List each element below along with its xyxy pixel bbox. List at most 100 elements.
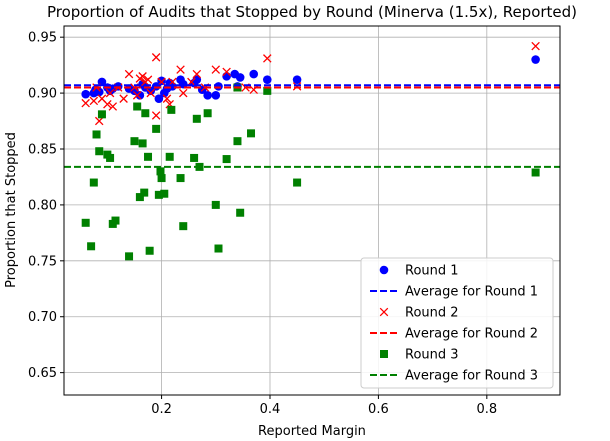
round-2-point bbox=[94, 116, 104, 126]
round-3-point bbox=[87, 242, 96, 251]
legend-label: Round 3 bbox=[405, 348, 459, 363]
round-3-point bbox=[214, 244, 223, 253]
x-tick-label: 0.4 bbox=[260, 402, 281, 417]
round-3-point bbox=[138, 139, 147, 148]
round-3-point bbox=[152, 124, 161, 133]
round-3-point bbox=[144, 152, 153, 161]
round-2-point bbox=[132, 91, 142, 100]
round-2-point bbox=[211, 65, 221, 74]
legend-label: Round 1 bbox=[405, 264, 459, 279]
round-3-point bbox=[192, 114, 201, 123]
round-2-point bbox=[124, 69, 134, 79]
round-2-point bbox=[108, 102, 118, 111]
round-2-point bbox=[105, 88, 115, 98]
round-1-point bbox=[151, 82, 161, 91]
round-1-point bbox=[168, 82, 177, 91]
round-3-point bbox=[133, 102, 142, 111]
round-1-point bbox=[94, 87, 104, 97]
round-3-point bbox=[111, 216, 120, 225]
legend-swatch bbox=[380, 350, 388, 358]
round-3-point bbox=[167, 105, 176, 114]
axis-ticks: 0.2 0.4 0.6 0.8 0.65 0.70 0.75 0.80 0.85 0.90 0.95 bbox=[28, 31, 497, 417]
round-1-point bbox=[531, 55, 540, 64]
legend-label: Average for Round 1 bbox=[405, 285, 538, 300]
legend-label: Average for Round 3 bbox=[405, 369, 538, 384]
round-3-point bbox=[236, 208, 245, 217]
round-3-point bbox=[179, 222, 188, 231]
round-3-point bbox=[89, 178, 98, 187]
round-1-point bbox=[292, 75, 302, 84]
legend-item-average-for-round-1: Average for Round 1 bbox=[370, 285, 538, 300]
round-3-point bbox=[92, 130, 101, 139]
round-2-point bbox=[103, 100, 112, 109]
round-2-point bbox=[176, 65, 185, 74]
round-1-point bbox=[192, 75, 202, 84]
round-3-point bbox=[106, 153, 115, 162]
round-1-series bbox=[81, 55, 540, 103]
round-3-point bbox=[233, 137, 242, 146]
round-1-point bbox=[81, 89, 90, 99]
round-3-point bbox=[531, 168, 540, 177]
round-1-point bbox=[235, 73, 245, 82]
round-2-point bbox=[119, 94, 128, 103]
round-3-point bbox=[165, 152, 174, 161]
round-2-point bbox=[263, 54, 272, 63]
x-tick-label: 0.6 bbox=[368, 402, 389, 417]
round-1-point bbox=[157, 76, 166, 86]
y-tick-label: 0.95 bbox=[28, 31, 57, 46]
y-tick-label: 0.65 bbox=[28, 366, 57, 381]
round-3-point bbox=[203, 109, 212, 118]
round-1-point bbox=[178, 79, 188, 89]
round-2-point bbox=[89, 96, 99, 106]
round-2-point bbox=[143, 75, 153, 84]
round-3-point bbox=[97, 110, 106, 119]
round-3-point bbox=[130, 137, 139, 146]
round-1-point bbox=[214, 82, 223, 91]
round-2-point bbox=[146, 88, 155, 98]
round-2-point bbox=[222, 67, 231, 77]
round-3-point bbox=[140, 188, 149, 197]
round-2-series bbox=[81, 41, 540, 126]
round-3-point bbox=[125, 252, 134, 261]
x-tick-label: 0.8 bbox=[476, 402, 497, 417]
round-2-point bbox=[151, 111, 161, 120]
round-3-point bbox=[222, 155, 231, 164]
legend-item-average-for-round-2: Average for Round 2 bbox=[370, 327, 538, 342]
round-1-point bbox=[222, 72, 231, 81]
legend-item-average-for-round-3: Average for Round 3 bbox=[370, 369, 538, 384]
legend-item-round-1: Round 1 bbox=[379, 264, 459, 279]
round-2-point bbox=[81, 98, 90, 108]
round-3-point bbox=[156, 167, 165, 176]
y-tick-label: 0.70 bbox=[28, 310, 57, 325]
legend-swatch bbox=[379, 307, 389, 317]
legend-swatch bbox=[379, 265, 389, 275]
chart-title: Proportion of Audits that Stopped by Rou… bbox=[47, 3, 577, 21]
y-tick-label: 0.90 bbox=[28, 87, 57, 102]
y-tick-label: 0.85 bbox=[28, 143, 57, 158]
y-tick-label: 0.80 bbox=[28, 198, 57, 213]
round-2-point bbox=[292, 82, 302, 91]
round-3-point bbox=[95, 147, 104, 156]
round-3-point bbox=[263, 86, 272, 95]
round-1-point bbox=[211, 91, 221, 100]
round-1-point bbox=[154, 94, 164, 103]
round-2-point bbox=[162, 94, 172, 103]
round-3-point bbox=[176, 174, 185, 183]
legend-frame bbox=[360, 257, 554, 389]
legend: Round 1 Average for Round 1 Round 2 Average… bbox=[360, 257, 554, 389]
round-2-point bbox=[192, 69, 202, 79]
data-layer bbox=[64, 41, 560, 261]
round-2-point bbox=[178, 88, 188, 98]
round-3-point bbox=[157, 174, 166, 183]
round-3-point bbox=[145, 246, 154, 255]
legend-item-round-3: Round 3 bbox=[380, 348, 459, 363]
round-2-point bbox=[138, 72, 147, 81]
round-1-point bbox=[135, 91, 145, 100]
round-3-point bbox=[190, 153, 199, 162]
round-3-point bbox=[160, 189, 169, 198]
round-3-point bbox=[135, 193, 144, 202]
y-tick-label: 0.75 bbox=[28, 254, 57, 269]
round-2-point bbox=[531, 41, 540, 51]
plot-frame bbox=[63, 25, 561, 396]
